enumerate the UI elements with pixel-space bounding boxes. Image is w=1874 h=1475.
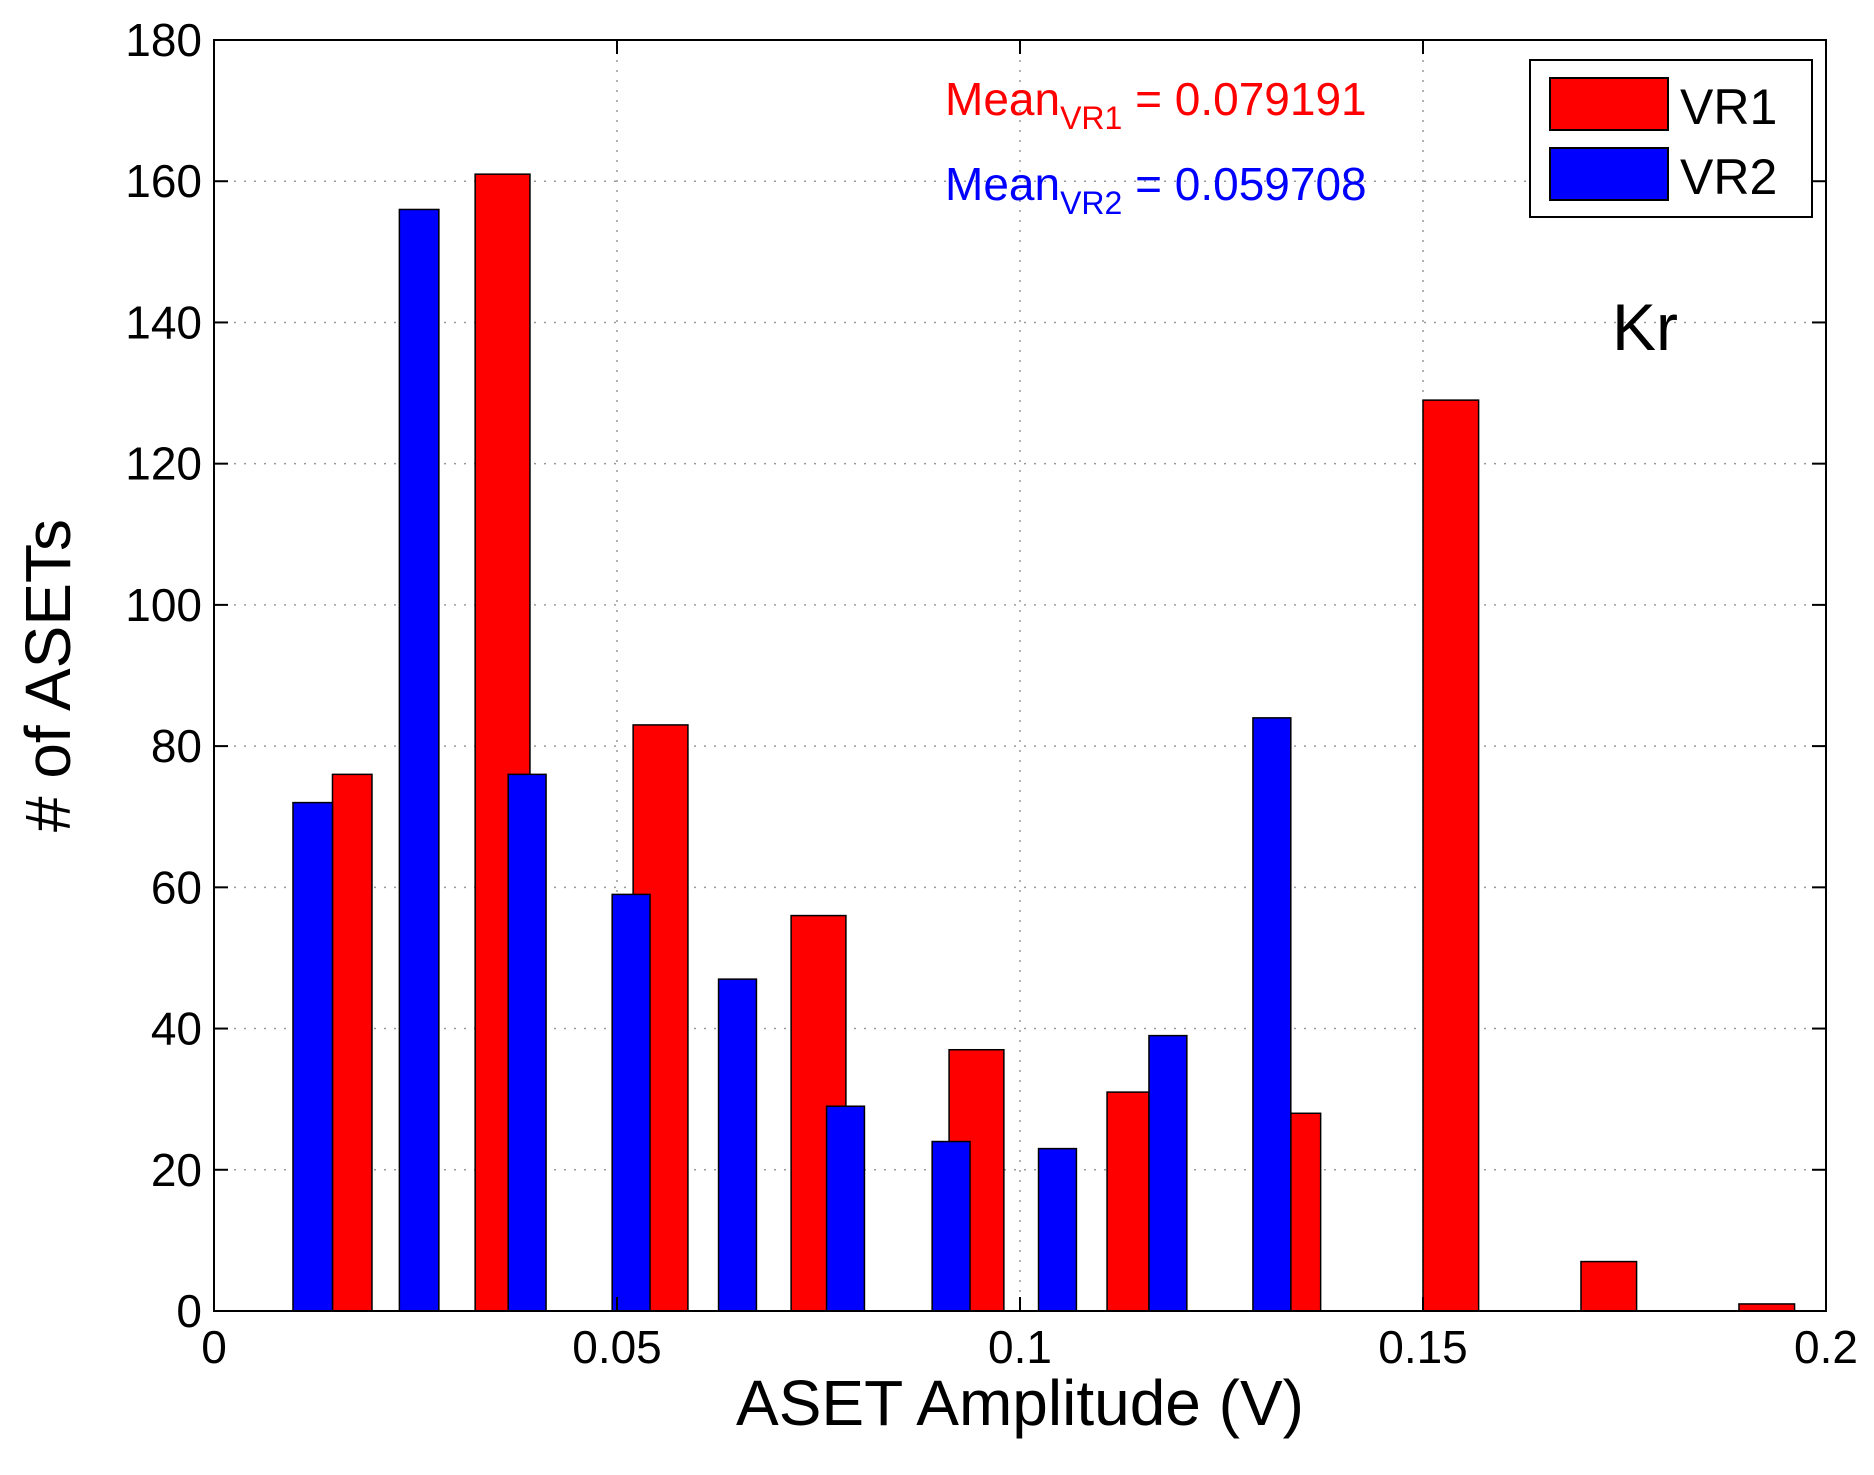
x-tick-label: 0.1 [988,1321,1052,1373]
mean-vr2-subscript: VR2 [1060,185,1122,221]
bar-vr2-8 [1148,1034,1188,1312]
bar-vr1-9 [1738,1303,1796,1312]
bar-vr2-7 [1037,1147,1078,1312]
legend-swatch-vr2 [1549,147,1669,201]
legend-label-vr1: VR1 [1680,79,1777,135]
y-tick-label: 100 [125,579,202,631]
x-tick-label: 0.05 [572,1321,662,1373]
mean-vr1-value: = 0.079191 [1122,73,1366,125]
y-axis-title: # of ASETs [12,519,84,832]
x-tick-label: 0 [201,1321,227,1373]
bar-vr1-7 [1422,399,1480,1312]
legend-label-vr2: VR2 [1680,149,1777,205]
legend-swatch-vr1 [1549,77,1669,131]
bar-vr2-2 [507,773,547,1312]
x-tick-label: 0.15 [1378,1321,1468,1373]
ion-species-label: Kr [1612,290,1678,364]
bar-vr1-0 [331,773,373,1312]
bar-vr2-0 [292,801,334,1312]
legend: VR1 VR2 [1529,59,1813,218]
mean-vr1-subscript: VR1 [1060,100,1122,136]
y-tick-label: 40 [151,1003,202,1055]
mean-annotations: MeanVR1 = 0.079191 MeanVR2 = 0.059708 [945,73,1367,221]
y-tick-label: 160 [125,155,202,207]
x-tick-label: 0.2 [1794,1321,1858,1373]
y-tick-label: 0 [176,1285,202,1337]
bar-vr2-6 [931,1140,971,1312]
x-axis-title: ASET Amplitude (V) [736,1367,1304,1439]
y-tick-label: 180 [125,14,202,66]
mean-vr2-annotation: MeanVR2 = 0.059708 [945,158,1367,221]
bar-vr2-5 [825,1105,866,1312]
y-tick-label: 120 [125,438,202,490]
mean-vr2-base: Mean [945,158,1060,210]
bar-vr1-5 [1106,1091,1150,1312]
grid-lines [214,40,1826,1311]
bar-vr2-4 [717,978,758,1312]
bar-vr1-8 [1580,1260,1638,1312]
bar-vr1-6 [1290,1112,1322,1312]
bar-vr2-1 [398,208,440,1312]
bars [292,173,1796,1312]
y-tick-label: 140 [125,296,202,348]
axis-ticks: 0 0.05 0.1 0.15 0.2 0 20 40 60 80 100 120 140 160 180 [125,14,1858,1373]
mean-vr1-annotation: MeanVR1 = 0.079191 [945,73,1367,136]
y-tick-label: 20 [151,1144,202,1196]
y-tick-label: 80 [151,720,202,772]
y-tick-label: 60 [151,861,202,913]
mean-vr2-value: = 0.059708 [1122,158,1366,210]
bar-vr2-9 [1252,717,1292,1312]
bar-vr2-3 [611,893,651,1312]
mean-vr1-base: Mean [945,73,1060,125]
